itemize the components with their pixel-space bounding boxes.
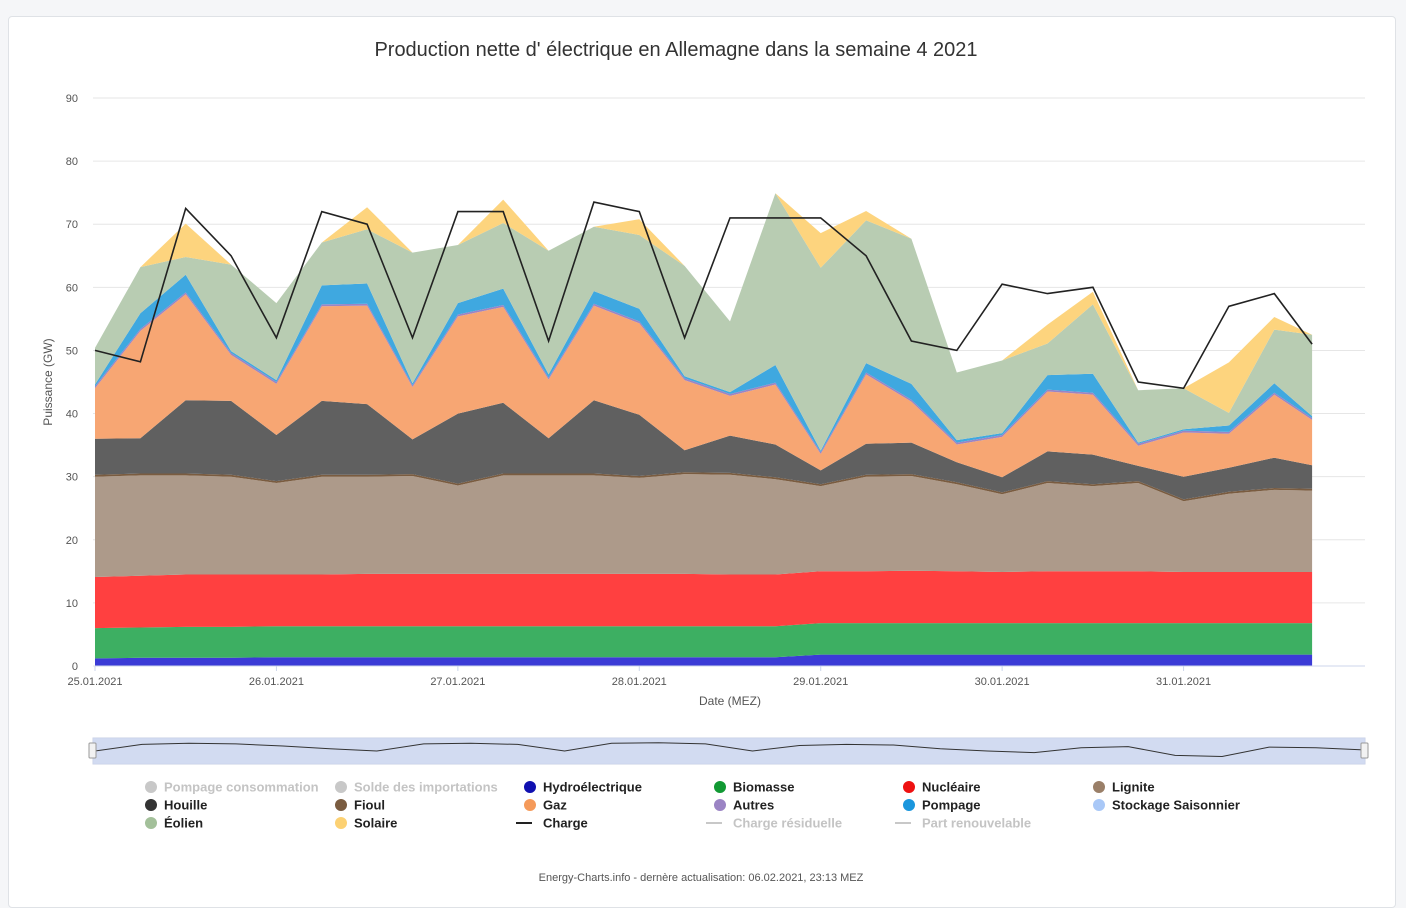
legend-item-nucleaire[interactable]: Nucléaire — [903, 780, 981, 795]
legend-item-gaz[interactable]: Gaz — [524, 798, 567, 813]
legend-label: Pompage — [922, 798, 981, 813]
area-hydroelectrique — [95, 654, 1313, 666]
legend-label: Nucléaire — [922, 780, 981, 795]
credits-text: Energy-Charts.info - dernère actualisati… — [539, 872, 864, 884]
legend-item-eolien[interactable]: Éolien — [145, 816, 203, 831]
y-tick-label: 50 — [66, 345, 78, 357]
area-biomasse — [95, 623, 1313, 659]
legend-label: Hydroélectrique — [543, 780, 642, 795]
y-tick-label: 80 — [66, 156, 78, 168]
area-eolien — [95, 193, 1313, 451]
y-tick-label: 10 — [66, 598, 78, 610]
stacked-areas — [95, 193, 1313, 666]
legend-item-hydroelectrique[interactable]: Hydroélectrique — [524, 780, 642, 795]
legend-item-biomasse[interactable]: Biomasse — [714, 780, 794, 795]
legend-label: Autres — [733, 798, 774, 813]
legend-item-lignite[interactable]: Lignite — [1093, 780, 1155, 795]
navigator-selection[interactable] — [93, 738, 1365, 764]
legend-label: Éolien — [164, 816, 203, 831]
legend-label: Part renouvelable — [922, 816, 1031, 831]
legend-label: Lignite — [1112, 780, 1155, 795]
charge-line — [94, 201, 1313, 390]
x-tick-label: 29.01.2021 — [793, 676, 848, 688]
legend-item-charge-residuelle[interactable]: Charge résiduelle — [706, 816, 842, 831]
legend-label: Fioul — [354, 798, 385, 813]
x-tick-label: 27.01.2021 — [430, 676, 485, 688]
charge-line-group — [94, 201, 1313, 390]
legend-item-solaire[interactable]: Solaire — [335, 816, 397, 831]
area-fioul — [95, 472, 1313, 502]
area-houille — [95, 400, 1313, 500]
legend-circle-symbol — [714, 781, 726, 793]
legend-circle-symbol — [524, 781, 536, 793]
y-tick-label: 20 — [66, 535, 78, 547]
chart-title: Production nette d' électrique en Allema… — [374, 39, 977, 61]
x-axis-ticks: 25.01.2021 26.01.2021 27.01.2021 28.01.2021… — [67, 665, 1365, 688]
legend-item-autres[interactable]: Autres — [714, 798, 774, 813]
legend-item-pompage-consommation[interactable]: Pompage consommation — [145, 780, 319, 795]
legend-circle-symbol — [714, 799, 726, 811]
area-nucleaire — [95, 570, 1313, 629]
legend-item-houille[interactable]: Houille — [145, 798, 207, 813]
y-tick-label: 40 — [66, 409, 78, 421]
legend-label: Charge — [543, 816, 588, 831]
legend-circle-symbol — [524, 799, 536, 811]
legend-label: Solde des importations — [354, 780, 498, 795]
navigator-line — [94, 742, 1364, 758]
y-axis-title: Puissance (GW) — [41, 338, 55, 425]
legend-item-part-renouvelable[interactable]: Part renouvelable — [895, 816, 1031, 831]
legend-circle-symbol — [145, 781, 157, 793]
legend-circle-symbol — [903, 799, 915, 811]
x-tick-label: 26.01.2021 — [249, 676, 304, 688]
legend-circle-symbol — [903, 781, 915, 793]
legend-circle-symbol — [1093, 781, 1105, 793]
legend-label: Solaire — [354, 816, 397, 831]
legend-label: Gaz — [543, 798, 567, 813]
navigator-right-handle[interactable] — [1360, 742, 1369, 759]
navigator-left-handle[interactable] — [88, 742, 97, 759]
legend-circle-symbol — [335, 817, 347, 829]
legend-item-stockage-saisonnier[interactable]: Stockage Saisonnier — [1093, 798, 1240, 813]
y-tick-label: 90 — [66, 93, 78, 105]
x-tick-label: 31.01.2021 — [1156, 676, 1211, 688]
y-tick-label: 30 — [66, 472, 78, 484]
legend-item-pompage[interactable]: Pompage — [903, 798, 981, 813]
y-tick-label: 60 — [66, 282, 78, 294]
legend-item-charge[interactable]: Charge — [516, 816, 588, 831]
legend-circle-symbol — [335, 799, 347, 811]
legend-circle-symbol — [145, 817, 157, 829]
chart-legend: Pompage consommation Solde des importatio… — [145, 780, 1240, 831]
x-tick-label: 28.01.2021 — [612, 676, 667, 688]
legend-circle-symbol — [1093, 799, 1105, 811]
area-gaz — [95, 294, 1313, 478]
x-tick-label: 25.01.2021 — [67, 676, 122, 688]
legend-label: Stockage Saisonnier — [1112, 798, 1240, 813]
y-axis-ticks: 0 10 20 30 40 50 60 70 80 90 — [66, 93, 78, 673]
legend-label: Charge résiduelle — [733, 816, 842, 831]
legend-label: Biomasse — [733, 780, 794, 795]
y-tick-label: 0 — [72, 661, 78, 673]
y-tick-label: 70 — [66, 219, 78, 231]
x-axis-title: Date (MEZ) — [699, 694, 761, 708]
legend-circle-symbol — [335, 781, 347, 793]
legend-circle-symbol — [145, 799, 157, 811]
area-solaire — [95, 193, 1313, 413]
range-navigator[interactable] — [88, 737, 1369, 765]
legend-label: Pompage consommation — [164, 780, 319, 795]
legend-item-fioul[interactable]: Fioul — [335, 798, 385, 813]
area-lignite — [95, 474, 1313, 577]
x-tick-label: 30.01.2021 — [975, 676, 1030, 688]
legend-item-solde-des-importations[interactable]: Solde des importations — [335, 780, 498, 795]
legend-label: Houille — [164, 798, 207, 813]
